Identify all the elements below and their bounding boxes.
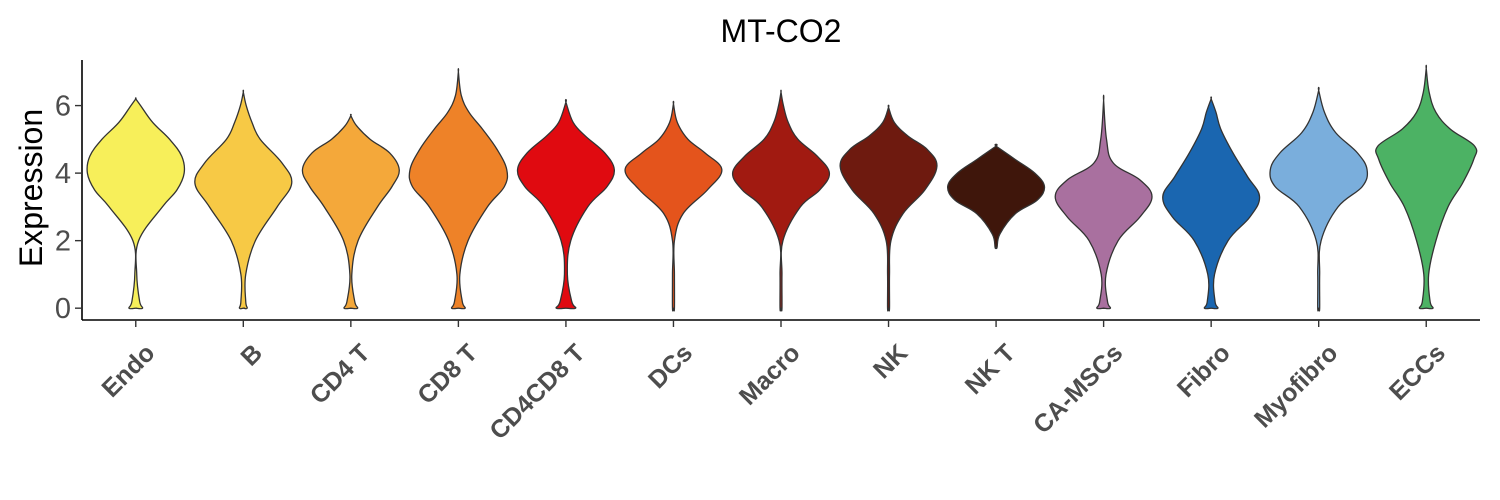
y-ticks-group: 0 2 4 6 — [55, 91, 82, 325]
x-tick-label-macro: Macro — [734, 339, 806, 411]
violin-cd4cd8-t — [516, 98, 615, 310]
violin-myofibro — [1269, 86, 1369, 312]
violin-nk — [839, 104, 938, 312]
violin-endo — [86, 97, 186, 310]
y-tick-label: 6 — [55, 91, 71, 123]
violin-ca-mscs — [1054, 94, 1153, 310]
x-tick-label-cd4cd8-t: CD4CD8 T — [484, 339, 590, 445]
violin-fibro — [1162, 96, 1261, 310]
x-tick-label-b: B — [235, 339, 268, 372]
violin-nk-t — [947, 143, 1046, 250]
x-tick-label-myofibro: Myofibro — [1249, 339, 1343, 433]
x-tick-label-ca-mscs: CA-MSCs — [1028, 339, 1128, 439]
violin-cd8-t — [408, 67, 509, 310]
x-tick-label-nk: NK — [868, 339, 913, 384]
y-tick-label: 4 — [55, 158, 71, 190]
violins-group — [86, 64, 1478, 312]
violin-cd4-t — [301, 113, 400, 310]
y-tick-label: 0 — [55, 293, 71, 325]
x-tick-label-fibro: Fibro — [1172, 339, 1236, 403]
violin-dcs — [624, 100, 723, 312]
y-axis-label: Expression — [13, 109, 49, 267]
x-tick-label-cd8-t: CD8 T — [412, 339, 483, 410]
violin-eccs — [1375, 64, 1478, 310]
violin-b — [194, 89, 293, 310]
x-tick-label-endo: Endo — [96, 339, 160, 403]
violin-macro — [731, 89, 831, 312]
x-tick-label-nk-t: NK T — [960, 339, 1021, 400]
x-tick-label-eccs: ECCs — [1384, 339, 1451, 406]
x-tick-label-dcs: DCs — [643, 339, 698, 394]
x-ticks-group: Endo B CD4 T CD8 T CD4CD8 T DCs Macro NK NK T CA-… — [96, 320, 1451, 445]
y-tick-label: 2 — [55, 226, 71, 258]
chart-title: MT-CO2 — [721, 13, 842, 49]
x-tick-label-cd4-t: CD4 T — [305, 339, 376, 410]
